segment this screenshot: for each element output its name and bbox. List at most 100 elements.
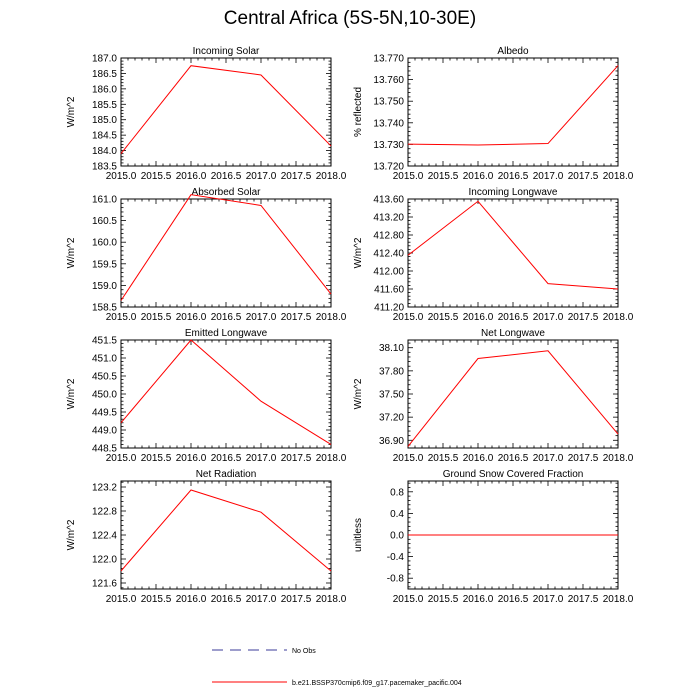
x-tick-label: 2016.0 [176, 453, 207, 464]
x-tick-label: 2016.0 [176, 594, 207, 605]
y-tick-label: 13.770 [373, 54, 404, 65]
y-tick-label: 0.4 [390, 509, 404, 520]
y-tick-label: 158.5 [92, 303, 117, 314]
y-tick-label: -0.8 [387, 574, 405, 585]
x-tick-label: 2017.0 [246, 312, 277, 323]
x-tick-label: 2017.5 [568, 171, 599, 182]
panel-albedo: Albedo % reflected 2015.0 2015.5 2016.0 2016.… [353, 46, 634, 182]
y-tick-label: 160.5 [92, 216, 117, 227]
y-tick-label: 411.20 [374, 303, 404, 314]
x-tick-label: 2016.5 [211, 312, 242, 323]
y-tick-label: 123.2 [92, 483, 117, 494]
x-tick-label: 2017.5 [568, 594, 599, 605]
x-tick-label: 2018.0 [603, 594, 634, 605]
series-line [120, 489, 332, 572]
legend-run-label: b.e21.BSSP370cmip6.f09_g17.pacemaker_pac… [292, 680, 462, 687]
x-tick-label: 2015.0 [393, 453, 424, 464]
panel-title: Incoming Longwave [469, 187, 558, 198]
x-tick-label: 2017.5 [281, 453, 312, 464]
panel-title: Albedo [497, 46, 529, 57]
y-tick-label: 412.80 [373, 231, 404, 242]
y-tick-label: 13.750 [373, 97, 404, 108]
x-tick-label: 2016.0 [463, 312, 494, 323]
x-tick-label: 2016.5 [211, 171, 242, 182]
y-axis-label: W/m^2 [66, 519, 77, 550]
x-tick-label: 2018.0 [603, 453, 634, 464]
y-tick-label: 0.8 [390, 487, 404, 498]
y-tick-label: 184.0 [92, 146, 117, 157]
panel-net-radiation: Net Radiation W/m^2 2015.0 2015.5 2016.0 2016… [66, 469, 347, 605]
y-tick-label: 185.5 [92, 100, 117, 111]
x-tick-label: 2016.5 [498, 453, 529, 464]
y-tick-label: 161.0 [92, 195, 117, 206]
y-tick-label: 413.60 [373, 195, 404, 206]
y-axis-label: % reflected [353, 87, 364, 137]
y-tick-label: 411.60 [374, 285, 404, 296]
x-tick-label: 2015.5 [141, 594, 172, 605]
y-tick-label: 448.5 [92, 444, 117, 455]
x-tick-label: 2018.0 [316, 312, 347, 323]
y-tick-label: 121.6 [92, 579, 117, 590]
y-tick-label: 412.40 [373, 249, 404, 260]
y-tick-label: 13.740 [373, 118, 404, 129]
figure-title: Central Africa (5S-5N,10-30E) [223, 8, 477, 29]
y-axis-label: W/m^2 [353, 237, 364, 268]
series-line [407, 65, 619, 146]
panel-title: Emitted Longwave [185, 328, 268, 339]
x-tick-label: 2016.5 [211, 453, 242, 464]
x-tick-label: 2016.5 [498, 171, 529, 182]
x-tick-label: 2015.5 [428, 594, 459, 605]
y-tick-label: 160.0 [92, 238, 117, 249]
y-axis-label: W/m^2 [66, 237, 77, 268]
y-tick-label: 122.8 [92, 507, 117, 518]
y-tick-label: 38.10 [379, 343, 404, 354]
x-tick-label: 2016.5 [211, 594, 242, 605]
y-axis-label: unitless [353, 518, 364, 552]
series-line [407, 200, 619, 290]
panel-title: Net Radiation [196, 469, 257, 480]
x-tick-label: 2018.0 [316, 171, 347, 182]
x-tick-label: 2015.5 [141, 453, 172, 464]
y-tick-label: 183.5 [92, 162, 117, 173]
y-tick-label: 159.5 [92, 259, 117, 270]
y-tick-label: 13.720 [373, 162, 404, 173]
panel-incoming-longwave: Incoming Longwave W/m^2 2015.0 2015.5 2016.0… [353, 187, 634, 323]
panel-absorbed-solar: Absorbed Solar W/m^2 2015.0 2015.5 2016.0 201… [66, 187, 347, 323]
y-tick-label: 450.0 [92, 390, 117, 401]
panel-net-longwave: Net Longwave W/m^2 2015.0 2015.5 2016.0 2016.… [353, 328, 634, 464]
y-tick-label: 451.5 [92, 336, 117, 347]
y-tick-label: -0.4 [387, 552, 405, 563]
y-tick-label: 122.0 [92, 555, 117, 566]
x-tick-label: 2015.0 [106, 594, 137, 605]
y-axis-label: W/m^2 [353, 378, 364, 409]
y-tick-label: 412.00 [373, 267, 404, 278]
x-tick-label: 2017.5 [568, 312, 599, 323]
x-tick-label: 2015.0 [393, 171, 424, 182]
y-tick-label: 450.5 [92, 372, 117, 383]
panel-title: Ground Snow Covered Fraction [443, 469, 584, 480]
y-tick-label: 13.730 [373, 140, 404, 151]
panel-title: Net Longwave [481, 328, 545, 339]
x-tick-label: 2016.0 [176, 171, 207, 182]
x-tick-label: 2015.5 [141, 312, 172, 323]
x-tick-label: 2016.0 [463, 453, 494, 464]
x-tick-label: 2018.0 [603, 312, 634, 323]
x-tick-label: 2017.0 [533, 171, 564, 182]
x-tick-label: 2015.0 [106, 171, 137, 182]
x-tick-label: 2015.0 [106, 453, 137, 464]
x-tick-label: 2016.0 [463, 594, 494, 605]
series-line [120, 339, 332, 445]
plot-frame [407, 57, 619, 167]
x-tick-label: 2017.5 [281, 594, 312, 605]
x-tick-label: 2016.5 [498, 312, 529, 323]
series-line [407, 350, 619, 447]
legend-obs-label: No Obs [292, 648, 316, 655]
panel-title: Incoming Solar [193, 46, 260, 57]
y-tick-label: 186.5 [92, 69, 117, 80]
x-tick-label: 2017.0 [533, 453, 564, 464]
x-tick-label: 2017.0 [533, 594, 564, 605]
y-tick-label: 36.90 [379, 436, 404, 447]
panel-ground-snow-covered-fraction: Ground Snow Covered Fraction unitless 2015… [353, 469, 634, 605]
x-tick-label: 2017.0 [246, 594, 277, 605]
